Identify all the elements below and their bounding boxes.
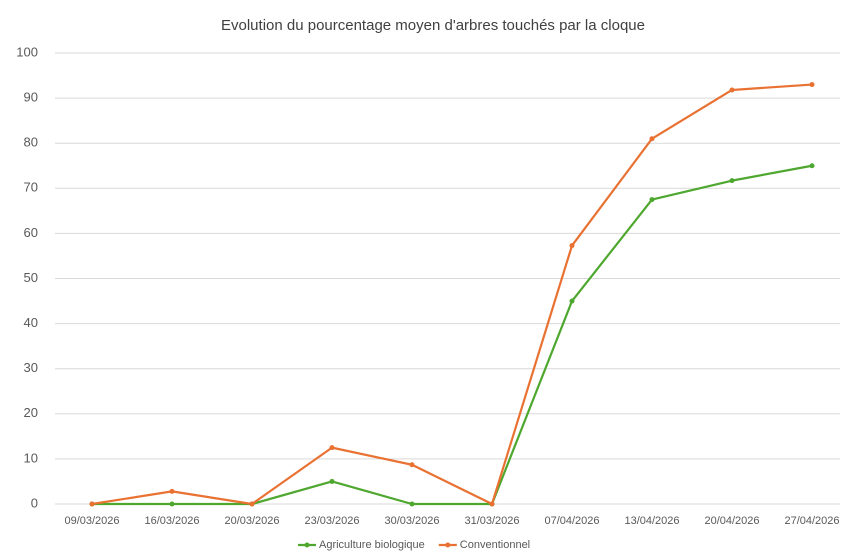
x-tick-label: 30/03/2026 [384, 515, 439, 527]
data-point [329, 445, 335, 451]
data-point [569, 298, 575, 304]
x-tick-label: 20/04/2026 [704, 515, 759, 527]
x-tick-label: 07/04/2026 [544, 515, 599, 527]
y-tick-label: 50 [24, 270, 38, 285]
data-point [489, 501, 495, 507]
legend-marker [304, 542, 310, 548]
y-tick-label: 40 [24, 315, 38, 330]
data-point [729, 87, 735, 93]
y-tick-label: 80 [24, 135, 38, 150]
x-tick-label: 27/04/2026 [784, 515, 839, 527]
data-point [809, 163, 815, 169]
data-point [809, 82, 815, 88]
series-line [91, 83, 813, 506]
y-tick-label: 100 [16, 44, 38, 59]
x-tick-label: 31/03/2026 [464, 515, 519, 527]
x-tick-label: 16/03/2026 [144, 515, 199, 527]
x-tick-label: 09/03/2026 [64, 515, 119, 527]
data-point [569, 243, 575, 249]
data-point [249, 501, 255, 507]
series-line [92, 164, 813, 506]
data-point [169, 488, 175, 494]
data-point [329, 478, 335, 484]
y-tick-label: 60 [24, 225, 38, 240]
legend-label: Agriculture biologique [319, 539, 425, 551]
data-point [409, 501, 415, 507]
y-tick-label: 10 [24, 450, 38, 465]
data-point [409, 462, 415, 468]
y-tick-label: 70 [24, 180, 38, 195]
data-point [729, 178, 735, 184]
data-point [649, 197, 655, 203]
x-tick-label: 13/04/2026 [624, 515, 679, 527]
y-tick-label: 20 [24, 405, 38, 420]
x-tick-label: 23/03/2026 [304, 515, 359, 527]
legend-marker [445, 542, 451, 548]
x-tick-label: 20/03/2026 [224, 515, 279, 527]
legend-label: Conventionnel [460, 539, 530, 551]
data-point [169, 501, 175, 507]
data-point [649, 136, 655, 142]
y-tick-label: 0 [31, 495, 38, 510]
chart-title: Evolution du pourcentage moyen d'arbres … [221, 17, 645, 34]
y-tick-label: 90 [24, 90, 38, 105]
data-point [89, 501, 95, 507]
y-tick-label: 30 [24, 360, 38, 375]
